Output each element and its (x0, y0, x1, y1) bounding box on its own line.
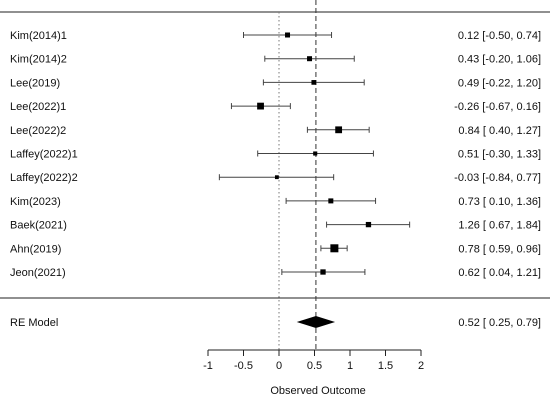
study-estimate-text: 0.78 [ 0.59, 0.96] (458, 243, 541, 255)
point-estimate-square (311, 80, 317, 85)
study-row: Kim(2014)2 0.43 [-0.20, 1.06] (10, 54, 541, 66)
point-estimate-square (307, 56, 313, 62)
point-estimate-square (330, 244, 339, 253)
x-tick-label: -0.5 (234, 360, 253, 372)
study-estimate-text: 0.12 [-0.50, 0.74] (458, 30, 541, 42)
study-row: Laffey(2022)2 -0.03 [-0.84, 0.77] (10, 172, 541, 184)
study-label: Lee(2019) (10, 77, 60, 89)
study-row: Lee(2019) 0.49 [-0.22, 1.20] (10, 77, 541, 89)
point-estimate-square (365, 221, 372, 228)
x-tick-label: 0.5 (307, 360, 322, 372)
x-axis-title: Observed Outcome (270, 385, 365, 397)
study-row: Ahn(2019) 0.78 [ 0.59, 0.96] (10, 243, 541, 255)
study-label: Laffey(2022)1 (10, 149, 78, 161)
study-estimate-text: 1.26 [ 0.67, 1.84] (458, 220, 541, 232)
study-label: Laffey(2022)2 (10, 172, 78, 184)
x-tick-label: 1 (347, 360, 353, 372)
x-axis: -1 -0.5 0 0.5 1 1.5 2 Observed Outcome (203, 349, 424, 397)
study-label: Kim(2014)2 (10, 54, 67, 66)
study-row: Kim(2023) 0.73 [ 0.10, 1.36] (10, 196, 541, 208)
study-label: Jeon(2021) (10, 267, 66, 279)
point-estimate-square (320, 269, 326, 275)
study-row: Jeon(2021) 0.62 [ 0.04, 1.21] (10, 267, 541, 279)
point-estimate-square (274, 175, 279, 180)
summary-row: RE Model 0.52 [ 0.25, 0.79] (10, 316, 541, 329)
study-estimate-text: 0.73 [ 0.10, 1.36] (458, 196, 541, 208)
point-estimate-square (335, 126, 343, 134)
study-row: Lee(2022)2 0.84 [ 0.40, 1.27] (10, 125, 541, 137)
study-estimate-text: 0.84 [ 0.40, 1.27] (458, 125, 541, 137)
study-estimate-text: 0.49 [-0.22, 1.20] (458, 77, 541, 89)
study-label: Kim(2014)1 (10, 30, 67, 42)
study-estimate-text: -0.26 [-0.67, 0.16] (454, 101, 541, 113)
summary-estimate-text: 0.52 [ 0.25, 0.79] (458, 317, 541, 329)
x-tick-label: 2 (418, 360, 424, 372)
point-estimate-square (285, 32, 291, 38)
study-estimate-text: 0.62 [ 0.04, 1.21] (458, 267, 541, 279)
study-row: Lee(2022)1 -0.26 [-0.67, 0.16] (10, 101, 541, 113)
study-estimate-text: 0.51 [-0.30, 1.33] (458, 149, 541, 161)
study-row: Baek(2021) 1.26 [ 0.67, 1.84] (10, 220, 541, 232)
study-label: Lee(2022)2 (10, 125, 66, 137)
x-tick-label: 0 (276, 360, 282, 372)
study-row: Kim(2014)1 0.12 [-0.50, 0.74] (10, 30, 541, 42)
study-label: Kim(2023) (10, 196, 61, 208)
point-estimate-square (313, 151, 318, 156)
x-axis-ticks: -1 -0.5 0 0.5 1 1.5 2 (203, 350, 424, 372)
study-estimate-text: 0.43 [-0.20, 1.06] (458, 54, 541, 66)
study-label: Baek(2021) (10, 220, 67, 232)
point-estimate-square (257, 102, 264, 110)
x-tick-label: -1 (203, 360, 213, 372)
point-estimate-square (328, 198, 334, 204)
summary-label: RE Model (10, 317, 58, 329)
summary-diamond (296, 316, 336, 328)
study-row: Laffey(2022)1 0.51 [-0.30, 1.33] (10, 149, 541, 161)
study-estimate-text: -0.03 [-0.84, 0.77] (454, 172, 541, 184)
study-label: Ahn(2019) (10, 243, 61, 255)
x-tick-label: 1.5 (378, 360, 393, 372)
study-rows: Kim(2014)1 0.12 [-0.50, 0.74] Kim(2014)2 0.… (10, 30, 541, 279)
study-label: Lee(2022)1 (10, 101, 66, 113)
